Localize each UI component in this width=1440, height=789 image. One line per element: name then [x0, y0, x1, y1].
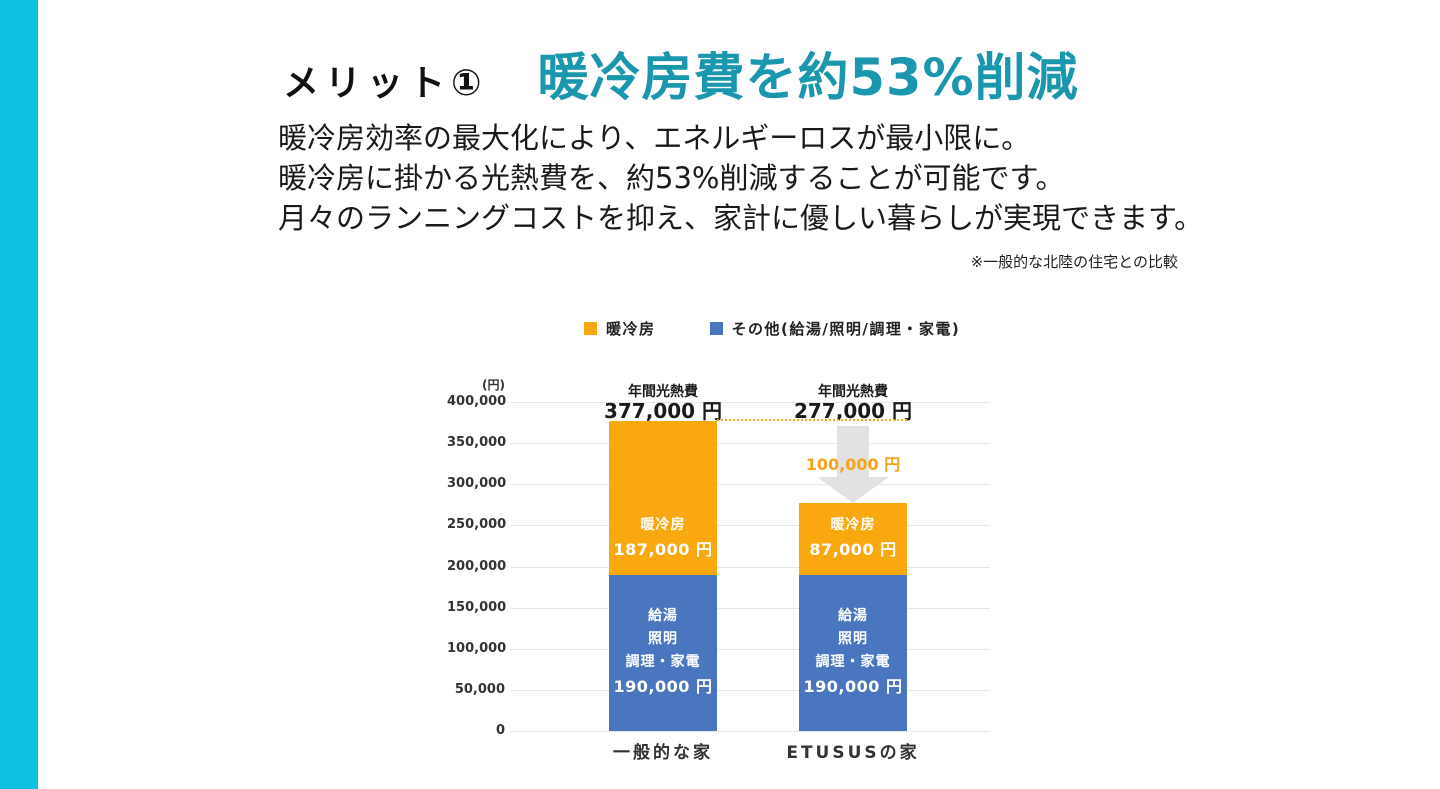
savings-arrow-head-icon [817, 477, 889, 504]
segment-label: 87,000 円 [809, 539, 897, 559]
segment-label: 調理・家電 [815, 654, 891, 671]
legend-item-0: 暖冷房 [584, 318, 656, 339]
y-tick-label: 350,000 [447, 435, 507, 451]
category-label: 一般的な家 [613, 743, 713, 763]
chart-legend: 暖冷房 その他(給湯/照明/調理・家電) [584, 318, 960, 339]
merit-label: メリット① [283, 63, 488, 104]
reference-dotted-line [717, 418, 907, 421]
body-line-2: 暖冷房に掛かる光熱費を、約53%削減することが可能です。 [278, 161, 1065, 195]
body-line-1: 暖冷房効率の最大化により、エネルギーロスが最小限に。 [278, 121, 1031, 155]
bar-total-value: 277,000 円 [793, 399, 913, 423]
bar-segment-heating-cooling: 暖冷房 187,000 円 [609, 420, 717, 575]
segment-label: 給湯 [838, 608, 868, 625]
left-accent-bar [0, 0, 38, 789]
y-tick-label: 250,000 [447, 517, 507, 533]
y-tick-label: 50,000 [454, 681, 505, 697]
body-text: 暖冷房効率の最大化により、エネルギーロスが最小限に。 暖冷房に掛かる光熱費を、約… [278, 118, 1203, 238]
segment-label: 給湯 [648, 608, 678, 625]
y-tick-label: 150,000 [447, 599, 507, 615]
gridline [510, 443, 990, 445]
segment-label: 照明 [838, 631, 868, 648]
legend-swatch-icon [584, 322, 597, 335]
segment-label: 暖冷房 [830, 516, 876, 533]
annual-utility-cost-chart: 暖冷房 その他(給湯/照明/調理・家電) (円) 400,000 350,000 300,… [447, 310, 1035, 780]
page-title: 暖冷房費を約53%削減 [537, 49, 1079, 108]
gridline [510, 566, 990, 568]
gridline [510, 731, 990, 732]
y-axis-unit-label: (円) [482, 378, 505, 392]
gridline [510, 484, 990, 486]
segment-label: 190,000 円 [803, 677, 903, 697]
bar-segment-other-utilities: 給湯照明調理・家電 190,000 円 [609, 574, 717, 731]
segment-label: 照明 [648, 631, 678, 648]
title-row: メリット① 暖冷房費を約53%削減 [283, 36, 1079, 110]
legend-swatch-icon [709, 322, 723, 335]
savings-amount-label: 100,000 円 [805, 454, 901, 474]
segment-label: 187,000 円 [613, 539, 713, 559]
gridline [510, 689, 990, 691]
bar-total-value: 377,000 円 [603, 399, 723, 423]
y-tick-label: 100,000 [447, 640, 507, 656]
gridline [510, 525, 990, 527]
body-line-3: 月々のランニングコストを抑え、家計に優しい暮らしが実現できます。 [278, 201, 1204, 235]
legend-label: その他(給湯/照明/調理・家電) [731, 320, 961, 338]
bar-total-label: 年間光熱費 277,000 円 [763, 384, 943, 422]
segment-label: 190,000 円 [613, 677, 713, 697]
gridline [510, 607, 990, 609]
y-tick-label: 200,000 [447, 558, 507, 574]
legend-item-1: その他(給湯/照明/調理・家電) [709, 318, 961, 339]
gridline [510, 402, 990, 403]
y-tick-label: 300,000 [447, 476, 507, 492]
legend-label: 暖冷房 [606, 320, 656, 338]
y-tick-label: 400,000 [447, 394, 507, 409]
bar-segment-other-utilities: 給湯照明調理・家電 190,000 円 [799, 574, 907, 731]
bar-segment-heating-cooling: 暖冷房 87,000 円 [799, 503, 907, 575]
comparison-note: ※一般的な北陸の住宅との比較 [970, 253, 1178, 271]
y-tick-label: 0 [495, 723, 505, 738]
bar-total-label: 年間光熱費 377,000 円 [573, 384, 753, 422]
bar-total-title: 年間光熱費 [818, 384, 888, 400]
segment-label: 暖冷房 [640, 516, 686, 533]
savings-arrow-icon [837, 425, 869, 478]
bar-total-title: 年間光熱費 [628, 384, 698, 400]
gridline [510, 648, 990, 650]
category-label: ETUSUSの家 [786, 743, 920, 763]
segment-label: 調理・家電 [625, 654, 701, 671]
